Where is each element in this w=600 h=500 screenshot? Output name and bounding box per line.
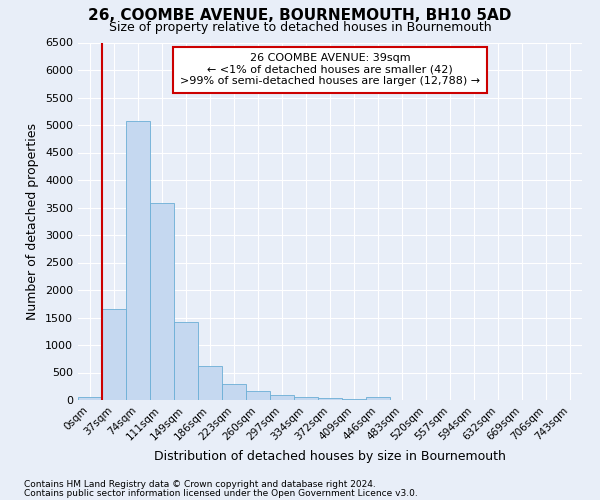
Bar bbox=[342, 399, 366, 400]
Bar bbox=[198, 366, 222, 400]
Bar bbox=[318, 398, 342, 400]
Bar bbox=[174, 322, 198, 400]
Bar bbox=[294, 396, 318, 400]
Bar bbox=[150, 204, 174, 400]
Text: Contains public sector information licensed under the Open Government Licence v3: Contains public sector information licen… bbox=[24, 490, 418, 498]
Text: 26 COOMBE AVENUE: 39sqm
← <1% of detached houses are smaller (42)
>99% of semi-d: 26 COOMBE AVENUE: 39sqm ← <1% of detache… bbox=[180, 53, 480, 86]
Bar bbox=[126, 121, 150, 400]
Bar bbox=[222, 384, 246, 400]
Bar bbox=[246, 391, 270, 400]
X-axis label: Distribution of detached houses by size in Bournemouth: Distribution of detached houses by size … bbox=[154, 450, 506, 463]
Bar bbox=[270, 394, 294, 400]
Bar bbox=[102, 309, 126, 400]
Text: Size of property relative to detached houses in Bournemouth: Size of property relative to detached ho… bbox=[109, 21, 491, 34]
Text: Contains HM Land Registry data © Crown copyright and database right 2024.: Contains HM Land Registry data © Crown c… bbox=[24, 480, 376, 489]
Y-axis label: Number of detached properties: Number of detached properties bbox=[26, 122, 40, 320]
Text: 26, COOMBE AVENUE, BOURNEMOUTH, BH10 5AD: 26, COOMBE AVENUE, BOURNEMOUTH, BH10 5AD bbox=[88, 8, 512, 22]
Bar bbox=[366, 396, 390, 400]
Bar bbox=[78, 397, 102, 400]
